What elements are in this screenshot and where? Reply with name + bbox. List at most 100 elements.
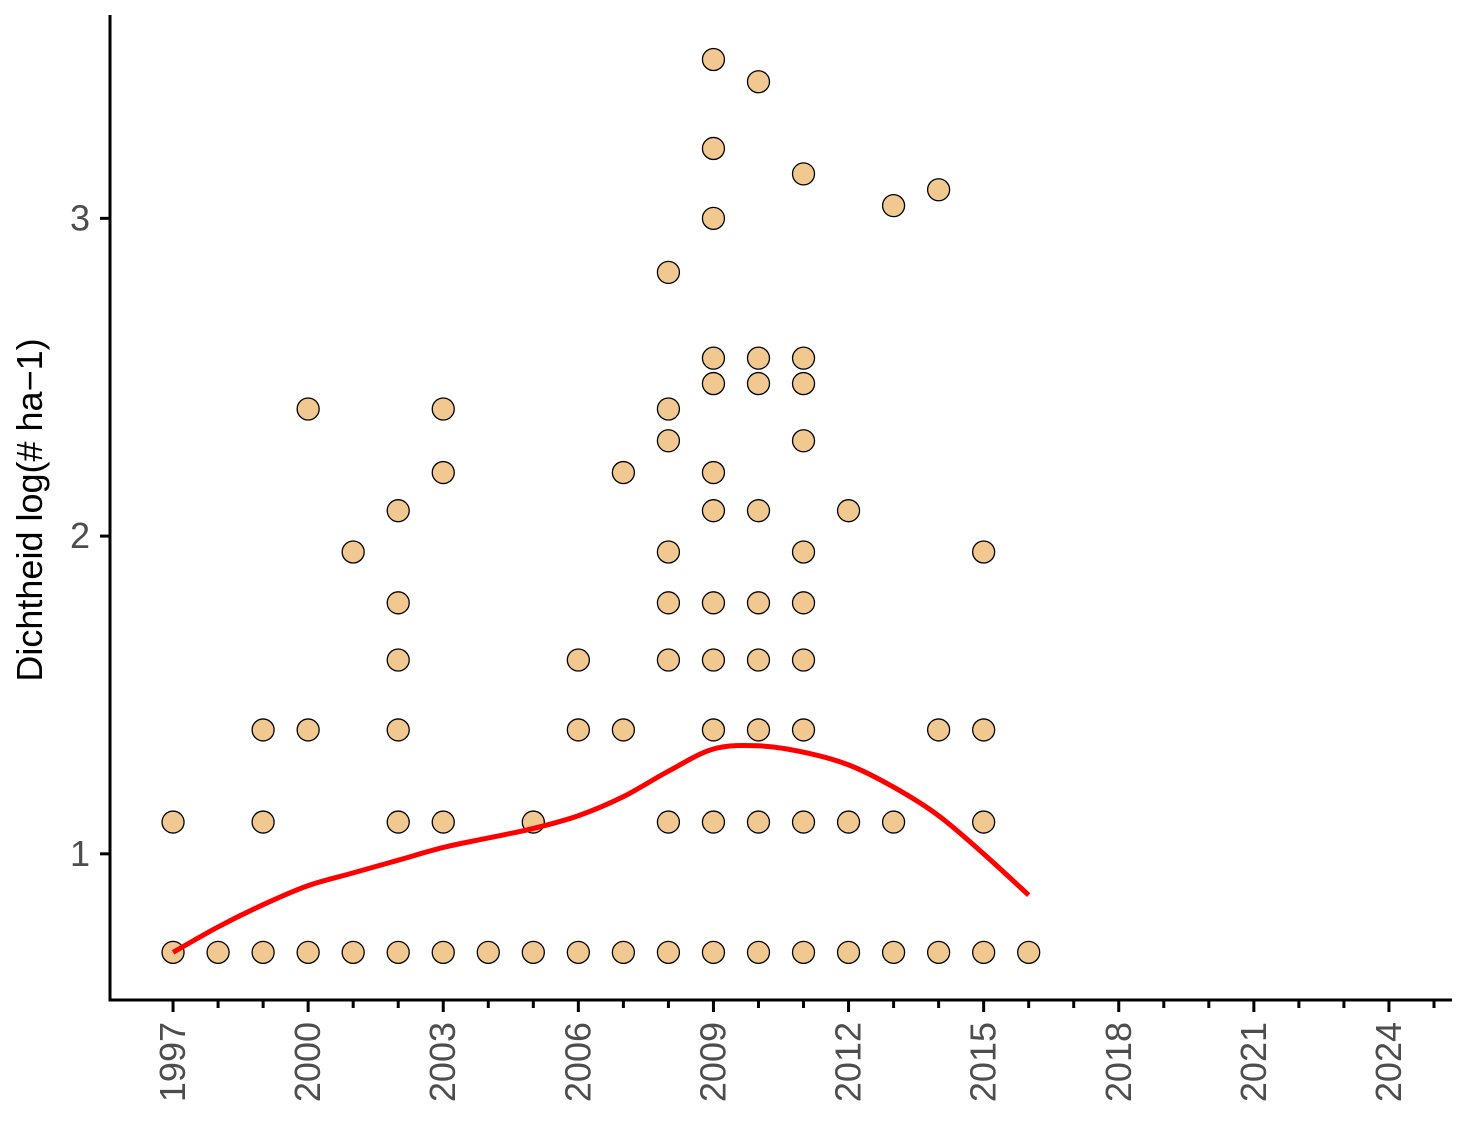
data-point (972, 940, 996, 964)
data-point (701, 648, 726, 672)
data-point (746, 810, 771, 834)
data-point (791, 940, 816, 964)
data-point (521, 940, 545, 964)
data-point (836, 499, 861, 523)
x-tick-label: 2000 (287, 1022, 328, 1102)
data-point (341, 940, 365, 964)
data-point (656, 810, 681, 834)
data-point (791, 648, 816, 672)
data-point (656, 648, 681, 672)
data-point (251, 940, 275, 964)
axes: 1 2 3 1997 2000 2003 2006 2009 2012 2015 2018 2021 2… (70, 15, 1452, 1102)
data-point (881, 193, 906, 218)
data-point (926, 940, 951, 964)
data-point (791, 540, 816, 564)
data-point (701, 940, 726, 964)
data-point (656, 540, 681, 564)
data-point (431, 397, 455, 421)
data-point (881, 810, 906, 834)
data-point (386, 810, 410, 834)
data-point (341, 540, 365, 564)
data-point (701, 460, 726, 485)
data-point (701, 371, 726, 396)
y-tick-label: 2 (70, 515, 90, 556)
data-point (701, 718, 726, 742)
data-point (386, 940, 410, 964)
data-point (701, 136, 726, 161)
data-point (746, 371, 771, 396)
data-point (701, 346, 726, 370)
data-point (746, 591, 771, 615)
data-point (566, 718, 590, 742)
data-point (656, 397, 681, 421)
x-tick-label: 2018 (1098, 1022, 1139, 1102)
data-point (611, 718, 636, 742)
x-tick-label: 2003 (422, 1022, 463, 1102)
data-point (791, 718, 816, 742)
data-point (791, 810, 816, 834)
data-point (476, 940, 500, 964)
scatter-points (161, 47, 1041, 964)
x-tick-label: 2006 (557, 1022, 598, 1102)
data-point (656, 940, 681, 964)
data-point (701, 499, 726, 523)
data-point (836, 810, 861, 834)
data-point (836, 940, 861, 964)
data-point (926, 718, 951, 742)
y-axis-title: Dichtheid log(# ha−1) (9, 338, 50, 681)
data-point (791, 429, 816, 453)
data-point (386, 591, 410, 615)
data-point (701, 591, 726, 615)
data-point (296, 718, 320, 742)
x-tick-label: 2024 (1368, 1022, 1409, 1102)
data-point (656, 260, 681, 285)
data-point (972, 718, 996, 742)
data-point (386, 499, 410, 523)
data-point (701, 206, 726, 231)
data-point (746, 499, 771, 523)
data-point (881, 940, 906, 964)
data-point (251, 718, 275, 742)
data-point (972, 810, 996, 834)
data-point (296, 940, 320, 964)
data-point (701, 47, 726, 72)
data-point (431, 940, 455, 964)
data-point (566, 940, 590, 964)
data-point (656, 429, 681, 453)
data-point (746, 648, 771, 672)
data-point (791, 371, 816, 396)
data-point (791, 346, 816, 370)
trend-line (171, 742, 1031, 955)
data-point (926, 178, 951, 202)
data-point (251, 810, 275, 834)
x-tick-label: 1997 (152, 1022, 193, 1102)
x-tick-label: 2015 (963, 1022, 1004, 1102)
data-point (611, 460, 636, 485)
x-tick-label: 2021 (1233, 1022, 1274, 1102)
data-point (431, 460, 455, 485)
data-point (296, 397, 320, 421)
trend-line-layer (171, 742, 1031, 955)
data-point (1017, 940, 1041, 964)
data-point (746, 70, 771, 94)
data-point (656, 591, 681, 615)
data-point (566, 648, 590, 672)
x-tick-label: 2012 (828, 1022, 869, 1102)
data-point (791, 162, 816, 186)
data-point (746, 718, 771, 742)
data-point (386, 648, 410, 672)
data-point (701, 810, 726, 834)
x-tick-label: 2009 (692, 1022, 733, 1102)
data-point (746, 940, 771, 964)
data-point (611, 940, 636, 964)
data-point (386, 718, 410, 742)
data-point (206, 940, 230, 964)
data-point (161, 810, 185, 834)
axis-labels: Dichtheid log(# ha−1) (9, 338, 50, 681)
data-point (431, 810, 455, 834)
y-tick-label: 1 (70, 833, 90, 874)
data-point (791, 591, 816, 615)
y-tick-label: 3 (70, 197, 90, 238)
